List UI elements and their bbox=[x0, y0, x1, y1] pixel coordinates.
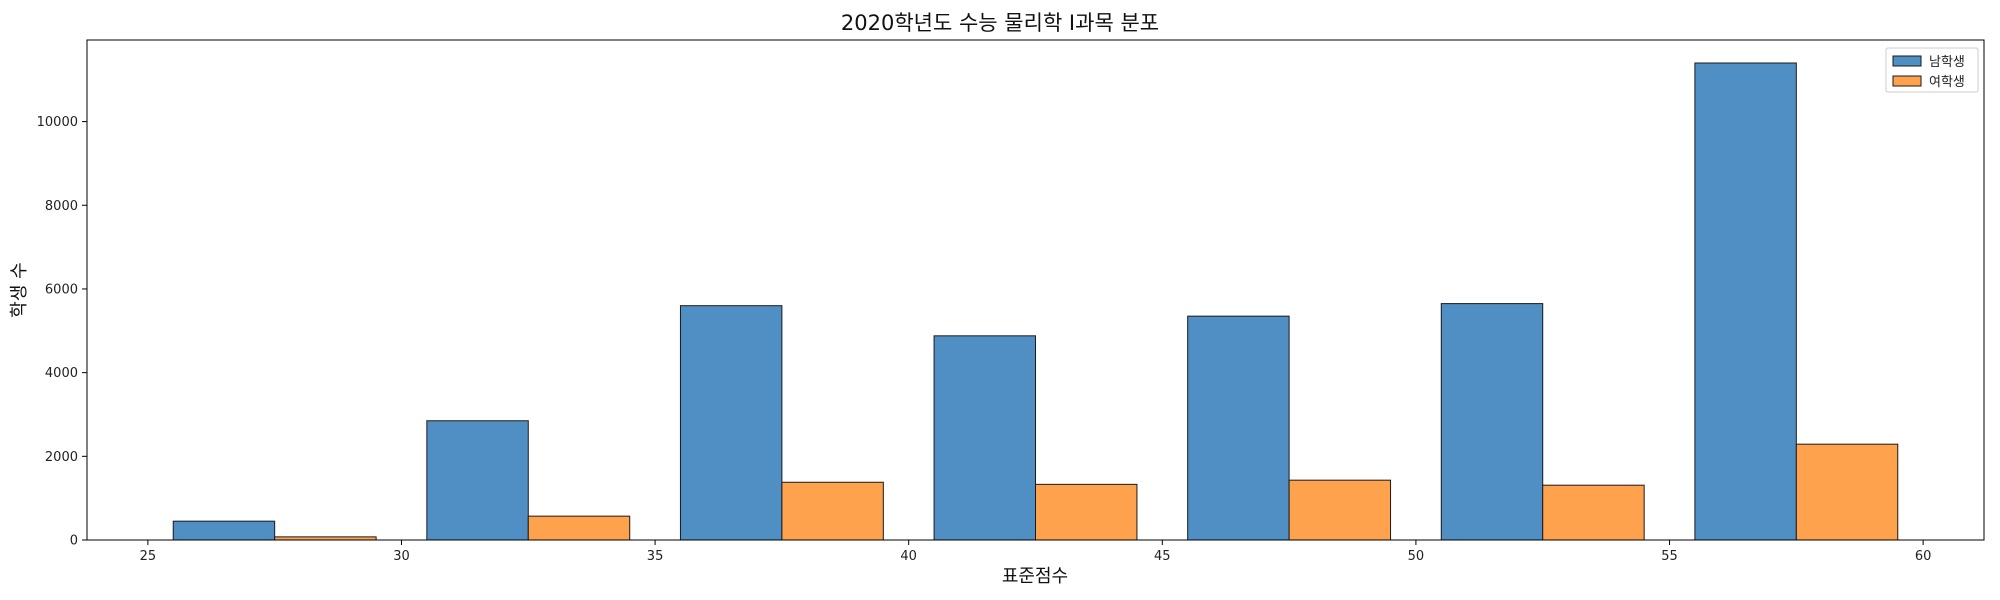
bar-female-2 bbox=[781, 481, 884, 541]
bar-male-5 bbox=[1440, 303, 1544, 541]
bar-male-3 bbox=[933, 335, 1036, 541]
x-tick-label-6: 55 bbox=[1661, 549, 1678, 564]
y-axis-ticks: 0 2000 4000 6000 8000 10000 bbox=[37, 115, 87, 549]
chart-title: 2020학년도 수능 물리학 I과목 분포 bbox=[841, 11, 1159, 35]
y-tick-label-3: 6000 bbox=[45, 282, 78, 297]
bar-male-1 bbox=[426, 420, 529, 541]
x-tick-label-0: 25 bbox=[140, 549, 157, 564]
x-tick-label-4: 45 bbox=[1154, 549, 1171, 564]
bars-layer bbox=[172, 62, 1899, 541]
y-tick-label-0: 0 bbox=[70, 534, 78, 549]
bar-male-6 bbox=[1694, 62, 1797, 541]
x-tick-label-3: 40 bbox=[900, 549, 917, 564]
x-axis-label: 표준점수 bbox=[1002, 566, 1068, 587]
x-axis-ticks: 25 30 35 40 45 50 55 60 bbox=[140, 540, 1932, 564]
legend-swatch-1 bbox=[1892, 75, 1922, 87]
bar-male-4 bbox=[1187, 315, 1290, 541]
y-tick-label-1: 2000 bbox=[45, 450, 78, 465]
legend-swatch-0 bbox=[1892, 55, 1922, 67]
bar-male-2 bbox=[679, 305, 783, 541]
legend-label-1: 여학생 bbox=[1929, 75, 1965, 90]
bar-female-6 bbox=[1795, 443, 1899, 541]
bar-female-3 bbox=[1035, 483, 1138, 541]
x-tick-label-7: 60 bbox=[1915, 549, 1932, 564]
y-tick-label-5: 10000 bbox=[37, 115, 78, 130]
bar-female-5 bbox=[1542, 484, 1645, 541]
bar-male-0 bbox=[172, 520, 276, 541]
y-tick-label-4: 8000 bbox=[45, 199, 78, 214]
x-tick-label-1: 30 bbox=[393, 549, 410, 564]
bar-female-1 bbox=[527, 515, 631, 541]
x-tick-label-5: 50 bbox=[1408, 549, 1425, 564]
y-axis-label: 학생 수 bbox=[9, 262, 30, 317]
plot-frame bbox=[86, 39, 1985, 541]
legend-label-0: 남학생 bbox=[1929, 55, 1965, 70]
bar-female-4 bbox=[1288, 479, 1392, 541]
y-tick-label-2: 4000 bbox=[45, 366, 78, 381]
x-tick-label-2: 35 bbox=[647, 549, 664, 564]
